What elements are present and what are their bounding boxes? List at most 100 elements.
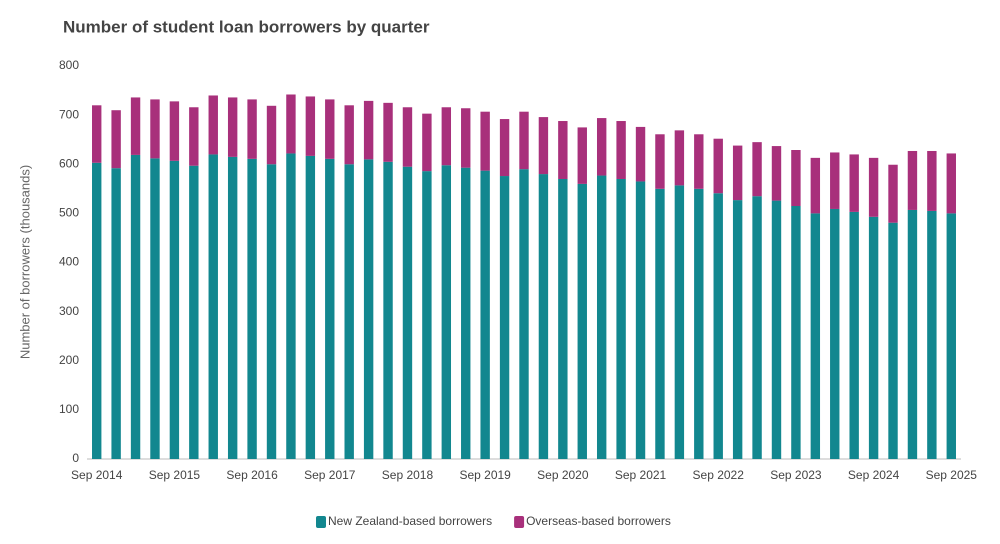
bar-segment (189, 165, 199, 459)
bar-segment (558, 178, 568, 460)
bar-segment (596, 118, 607, 176)
bar-segment (830, 208, 840, 459)
bar-segment (363, 159, 374, 459)
bar-segment (169, 101, 180, 161)
bar-segment (227, 97, 238, 157)
bar-segment (499, 119, 510, 177)
bar-segment (441, 165, 452, 460)
bar-segment (791, 150, 801, 207)
y-axis-title: Number of borrowers (thousands) (17, 165, 32, 359)
bar-segment (208, 154, 218, 460)
bar-segment (92, 162, 102, 459)
bar-segment (130, 97, 141, 155)
bar-segment (169, 160, 180, 459)
y-tick-label: 100 (59, 402, 79, 416)
bar-segment (305, 155, 316, 459)
bar-segment (752, 142, 762, 197)
bar-segment (422, 113, 432, 172)
bar-segment (713, 138, 723, 194)
bar-segment (111, 168, 121, 459)
bar-segment (402, 166, 413, 460)
bar-segment (499, 176, 510, 460)
y-tick-label: 500 (59, 206, 79, 220)
bar-segment (616, 121, 626, 179)
bar-segment (227, 156, 238, 459)
bar-segment (266, 105, 277, 165)
bar-segment (655, 188, 665, 459)
bar-segment (480, 170, 490, 460)
bar-segment (888, 222, 898, 459)
y-tick-label: 300 (59, 304, 79, 318)
legend-label: Overseas-based borrowers (526, 514, 671, 528)
bar-segment (927, 210, 937, 459)
bar-segment (519, 111, 529, 170)
bar-segment (286, 153, 296, 459)
bar-segment (849, 211, 859, 459)
legend-swatch (514, 516, 525, 528)
x-tick-label: Sep 2015 (149, 468, 201, 482)
bar-segment (519, 169, 529, 459)
bar-segment (616, 178, 626, 460)
bar-segment (810, 157, 821, 214)
bar-segment (596, 175, 607, 459)
bar-segment (810, 213, 821, 459)
y-tick-label: 200 (59, 353, 79, 367)
bar-segment (150, 158, 160, 460)
bar-segment (635, 126, 646, 182)
bar-segment (247, 158, 257, 459)
bar-segment (266, 164, 277, 459)
bar-segment (422, 171, 432, 459)
bar-segment (771, 146, 782, 201)
bar-segment (150, 99, 160, 159)
x-tick-label: Sep 2019 (459, 468, 511, 482)
bar-segment (635, 181, 646, 459)
x-tick-label: Sep 2016 (226, 468, 278, 482)
y-tick-label: 600 (59, 156, 79, 170)
bar-segment (344, 105, 354, 165)
legend-swatch (316, 516, 326, 528)
bar-segment (363, 100, 374, 160)
y-tick-label: 400 (59, 255, 79, 269)
bar-segment (752, 196, 762, 459)
bar-segment (461, 167, 471, 459)
bar-segment (111, 110, 121, 169)
bar-segment (577, 183, 587, 459)
bar-segment (674, 185, 685, 459)
bar-segment (674, 130, 685, 186)
x-tick-label: Sep 2014 (71, 468, 123, 482)
legend-label: New Zealand-based borrowers (328, 514, 492, 528)
x-tick-label: Sep 2020 (537, 468, 589, 482)
bar-segment (694, 134, 704, 189)
bar-segment (538, 117, 549, 175)
bar-segment (402, 107, 413, 167)
bar-segment (383, 161, 393, 459)
bar-segment (888, 164, 898, 223)
bar-segment (247, 99, 257, 159)
bar-segment (344, 164, 354, 459)
y-tick-label: 700 (59, 107, 79, 121)
bar-segment (868, 216, 879, 459)
bar-segment (383, 102, 393, 162)
bar-segment (771, 200, 782, 460)
x-tick-label: Sep 2017 (304, 468, 356, 482)
bar-segment (189, 107, 199, 166)
x-tick-label: Sep 2022 (693, 468, 745, 482)
bar-segment (732, 145, 743, 201)
x-tick-label: Sep 2023 (770, 468, 822, 482)
bar-segment (907, 209, 918, 459)
bar-segment (830, 152, 840, 209)
x-tick-label: Sep 2025 (926, 468, 978, 482)
bar-segment (655, 134, 665, 189)
bar-segment (558, 121, 568, 179)
bar-segment (849, 154, 859, 212)
bar-segment (791, 206, 801, 459)
bar-segment (732, 200, 743, 459)
bar-segment (325, 158, 335, 459)
bar-segment (305, 96, 316, 156)
bar-segment (92, 105, 102, 163)
x-tick-label: Sep 2021 (615, 468, 667, 482)
y-tick-label: 0 (72, 451, 79, 465)
bar-segment (713, 193, 723, 459)
bar-segment (538, 174, 549, 459)
